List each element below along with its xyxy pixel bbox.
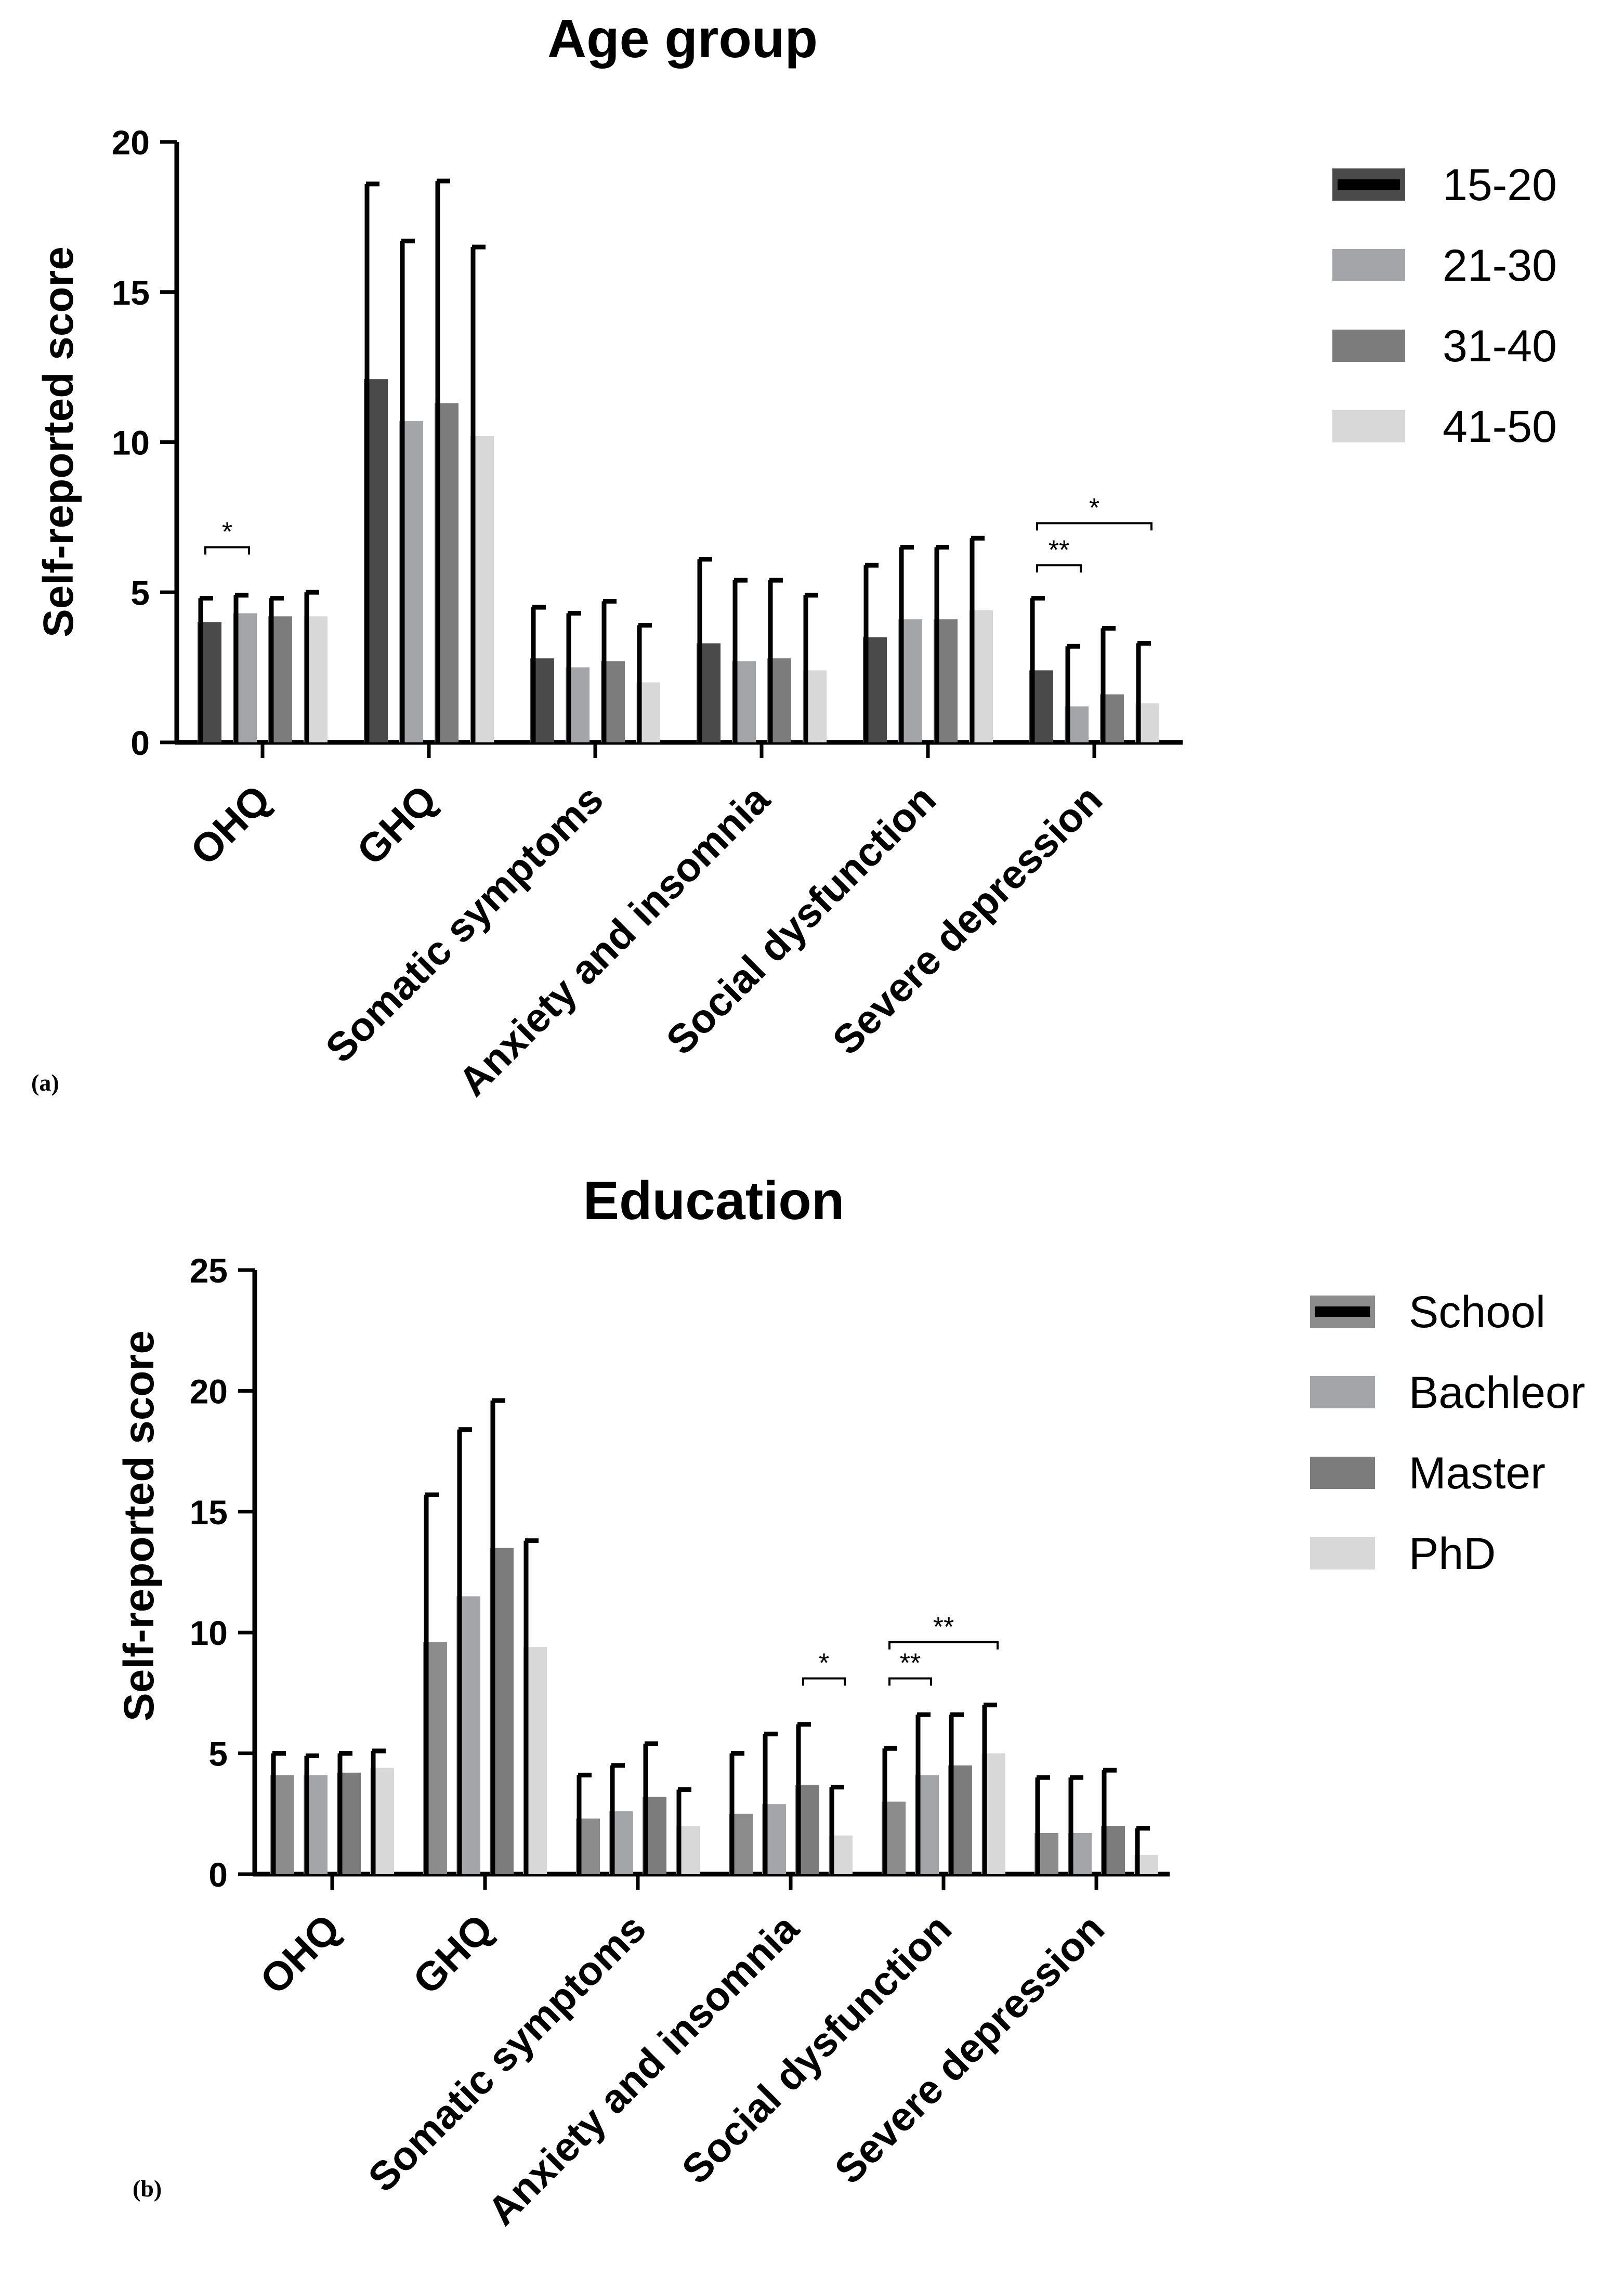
legend-label: Master bbox=[1409, 1448, 1546, 1498]
significance-bracket bbox=[888, 1677, 932, 1686]
significance-label: ** bbox=[1049, 535, 1069, 565]
legend-label: 31-40 bbox=[1443, 321, 1557, 371]
panel-label: (b) bbox=[133, 2175, 162, 2202]
x-category-label: Anxiety and insomnia bbox=[479, 1905, 808, 2234]
y-tick-label: 0 bbox=[130, 724, 150, 762]
y-axis-label: Self-reported score bbox=[115, 1330, 163, 1721]
chart-panel-education: Education Self-reported score (b) 0 5 10 15… bbox=[115, 1171, 1585, 2234]
y-tick-label: 10 bbox=[190, 1614, 228, 1652]
significance-bracket bbox=[802, 1677, 846, 1686]
legend-label: PhD bbox=[1409, 1529, 1496, 1579]
significance-label: * bbox=[819, 1649, 829, 1679]
significance-bracket bbox=[204, 546, 250, 555]
y-tick-label: 25 bbox=[190, 1251, 228, 1290]
significance-label: ** bbox=[900, 1649, 921, 1679]
x-category-label: Somatic symptoms bbox=[359, 1905, 654, 2201]
panel-label: (a) bbox=[31, 1069, 59, 1096]
x-category-label: OHQ bbox=[181, 776, 279, 874]
x-category-label: Anxiety and insomnia bbox=[450, 776, 779, 1105]
y-tick-label: 15 bbox=[190, 1493, 228, 1532]
x-category-label: Social dysfunction bbox=[673, 1905, 960, 2193]
chart-title: Education bbox=[583, 1171, 845, 1231]
y-tick-label: 10 bbox=[112, 424, 150, 462]
legend: School Bachleor Master PhD bbox=[1310, 1287, 1585, 1579]
legend-swatch bbox=[1310, 1537, 1375, 1569]
significance-label: ** bbox=[933, 1612, 954, 1642]
legend-label: 21-30 bbox=[1443, 241, 1557, 291]
significance-bracket bbox=[1036, 522, 1152, 531]
y-axis-label: Self-reported score bbox=[35, 246, 82, 637]
chart-panel-age-group: Age group Self-reported score (a) 0 5 10 15… bbox=[31, 9, 1557, 1105]
legend-swatch bbox=[1310, 1376, 1375, 1408]
significance-label: * bbox=[222, 517, 232, 547]
x-category-label: Social dysfunction bbox=[657, 776, 945, 1064]
y-tick-label: 5 bbox=[130, 573, 150, 612]
y-tick-label: 20 bbox=[190, 1372, 228, 1410]
x-category-label: Severe depression bbox=[823, 776, 1111, 1064]
x-category-label: GHQ bbox=[404, 1905, 502, 2003]
x-category-label: Somatic symptoms bbox=[317, 776, 612, 1071]
legend-swatch bbox=[1332, 249, 1405, 281]
significance-label: * bbox=[1089, 493, 1099, 523]
y-tick-label: 15 bbox=[112, 273, 150, 312]
legend: 15-20 21-30 31-40 41-50 bbox=[1332, 160, 1557, 452]
y-tick-label: 0 bbox=[208, 1855, 228, 1894]
chart-title: Age group bbox=[547, 9, 818, 69]
legend-swatch bbox=[1310, 1457, 1375, 1489]
y-tick-label: 5 bbox=[208, 1735, 228, 1773]
significance-bracket bbox=[1036, 564, 1082, 573]
y-tick-label: 20 bbox=[112, 123, 150, 162]
significance-bracket bbox=[888, 1641, 999, 1650]
x-category-label: OHQ bbox=[251, 1905, 349, 2003]
x-category-label: GHQ bbox=[348, 776, 446, 874]
legend-label: 15-20 bbox=[1443, 160, 1557, 210]
legend-label: Bachleor bbox=[1409, 1368, 1585, 1418]
legend-swatch bbox=[1332, 330, 1405, 362]
legend-swatch bbox=[1332, 410, 1405, 442]
legend-label: School bbox=[1409, 1287, 1546, 1337]
legend-label: 41-50 bbox=[1443, 402, 1557, 452]
x-category-label: Severe depression bbox=[826, 1905, 1113, 2193]
